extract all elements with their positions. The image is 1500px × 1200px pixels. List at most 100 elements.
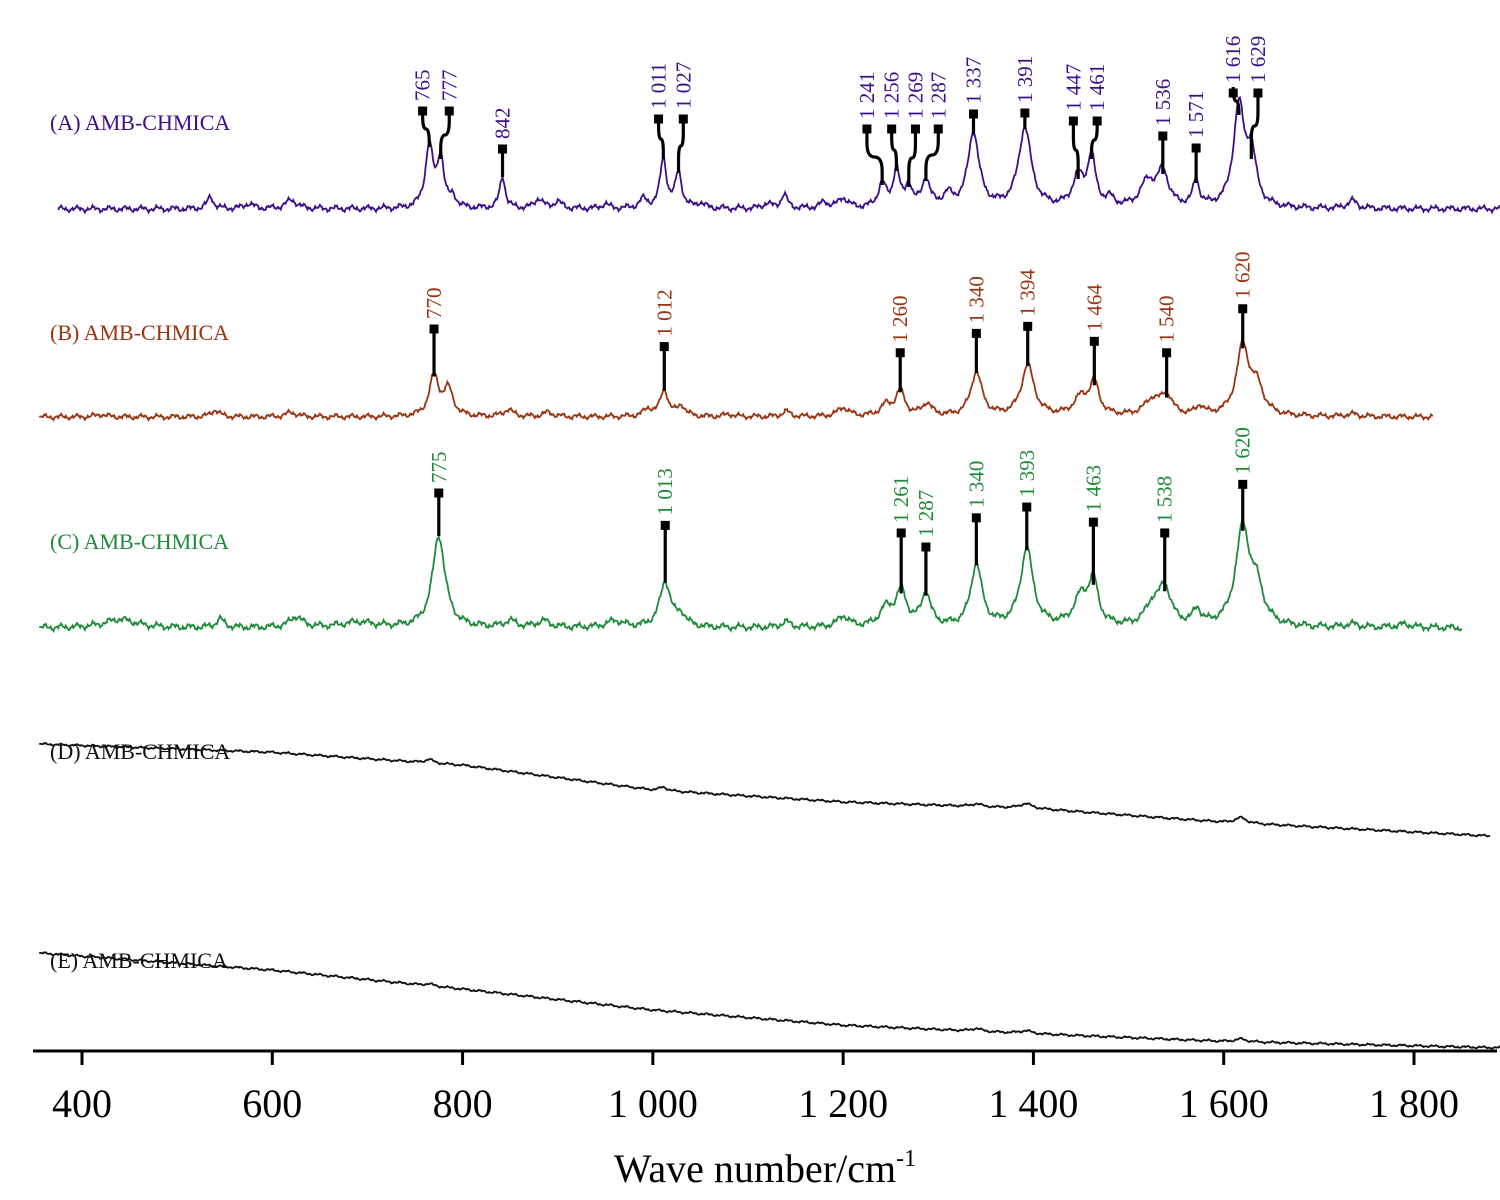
- peak-leader-line: [907, 129, 918, 187]
- peak-annotation: 1 256: [880, 72, 904, 171]
- peak-label: 1 011: [647, 63, 671, 109]
- peak-label: 1 027: [671, 62, 695, 109]
- spectrum-line-b: [39, 339, 1434, 423]
- spectrum-d: (D) AMB-CHMICA: [39, 739, 1491, 838]
- peak-marker: [429, 324, 439, 334]
- peak-label: 1 013: [653, 468, 677, 515]
- x-axis-ticks: 400 600 800 1 000 1 200 1 400 1 600 1 800: [52, 1051, 1459, 1126]
- spectrum-line-c: [39, 519, 1463, 634]
- peak-marker: [1158, 131, 1168, 141]
- peak-label: 1 620: [1231, 427, 1255, 474]
- x-tick-label: 600: [242, 1081, 302, 1126]
- peak-label: 1 629: [1246, 36, 1270, 83]
- peak-marker: [1238, 304, 1248, 314]
- peak-label: 1 287: [914, 490, 938, 537]
- peak-marker: [1238, 479, 1248, 489]
- peak-marker: [418, 106, 428, 116]
- peak-marker: [933, 124, 943, 134]
- peak-marker: [971, 328, 981, 338]
- peak-annotation: 1 011: [647, 63, 671, 159]
- peak-label: 1 538: [1153, 476, 1177, 523]
- peak-marker: [1162, 348, 1172, 358]
- peak-marker: [968, 109, 978, 119]
- peak-label: 765: [411, 70, 435, 102]
- x-tick-label: 1 200: [798, 1081, 888, 1126]
- peak-marker: [660, 520, 670, 530]
- peak-label: 1 394: [1016, 269, 1040, 317]
- x-tick-label: 1 000: [608, 1081, 698, 1126]
- peak-marker: [887, 124, 897, 134]
- peak-label: 1 447: [1061, 64, 1085, 111]
- peak-label: 1 463: [1081, 465, 1105, 512]
- peak-label: 1 269: [903, 72, 927, 119]
- spectrum-line-e: [39, 951, 1500, 1051]
- peak-marker: [1160, 528, 1170, 538]
- spectrum-name-b: (B) AMB-CHMICA: [50, 320, 229, 345]
- x-tick-label: 1 600: [1179, 1081, 1269, 1126]
- peak-label: 777: [437, 70, 461, 102]
- peak-label: 1 337: [961, 57, 985, 104]
- peak-label: 1 620: [1231, 252, 1255, 299]
- peak-marker: [1092, 116, 1102, 126]
- peak-marker: [678, 114, 688, 124]
- peak-leader-line: [439, 111, 451, 159]
- peak-annotation: 1 463: [1081, 465, 1105, 585]
- peak-annotation: 1 571: [1184, 91, 1208, 183]
- peak-marker: [1022, 502, 1032, 512]
- spectrum-name-d: (D) AMB-CHMICA: [50, 739, 230, 764]
- peak-marker: [1020, 108, 1030, 118]
- peak-annotation: 1 447: [1061, 64, 1085, 179]
- peak-label: 1 340: [964, 461, 988, 508]
- spectrum-c: (C) AMB-CHMICA 775 1 013 1 261 1 287 1 340 1 3…: [39, 427, 1463, 634]
- peak-annotation: 1 393: [1015, 450, 1039, 551]
- spectrum-e: (E) AMB-CHMICA: [39, 948, 1500, 1051]
- peak-annotation: 775: [427, 452, 451, 537]
- peak-marker: [896, 528, 906, 538]
- peak-marker: [1088, 517, 1098, 527]
- peak-marker: [1068, 116, 1078, 126]
- peak-label: 842: [491, 108, 515, 140]
- x-tick-label: 400: [52, 1081, 112, 1126]
- peak-annotation: 1 536: [1151, 79, 1175, 174]
- peak-annotation: 1 538: [1153, 476, 1177, 592]
- peak-annotation: 1 241: [855, 72, 884, 185]
- peak-annotation: 1 340: [964, 276, 988, 373]
- peak-label: 1 391: [1013, 56, 1037, 103]
- peak-label: 1 340: [964, 276, 988, 323]
- peak-leader-line: [890, 129, 899, 171]
- peak-annotation: 1 464: [1082, 284, 1106, 386]
- peak-annotation: 777: [437, 70, 461, 159]
- peak-label: 1 536: [1151, 79, 1175, 126]
- peak-label: 1 571: [1184, 91, 1208, 138]
- peak-marker: [1253, 88, 1263, 98]
- peak-annotation: 1 027: [671, 62, 695, 173]
- peak-marker: [1228, 88, 1238, 98]
- peak-annotation: 770: [422, 288, 446, 377]
- peak-label: 1 260: [888, 296, 912, 343]
- peak-marker: [434, 488, 444, 498]
- peak-annotation: 1 629: [1246, 36, 1270, 159]
- peak-annotation: 1 540: [1155, 296, 1179, 398]
- peak-leader-line: [865, 129, 884, 185]
- peak-label: 1 287: [926, 72, 950, 119]
- peak-leader-line: [924, 129, 940, 181]
- peak-marker: [862, 124, 872, 134]
- peak-annotation: 1 461: [1085, 64, 1109, 159]
- peak-leader-line: [1071, 121, 1080, 179]
- peak-annotation: 1 616: [1221, 36, 1245, 116]
- peak-leader-line: [676, 119, 685, 173]
- peak-marker: [654, 114, 664, 124]
- peak-label: 770: [422, 288, 446, 320]
- peak-leader-line: [656, 119, 665, 159]
- peak-label: 1 256: [880, 72, 904, 119]
- peak-label: 1 464: [1082, 284, 1106, 332]
- x-axis-title-superscript: -1: [896, 1146, 916, 1172]
- peak-label: 1 012: [652, 289, 676, 336]
- peak-annotation: 1 337: [961, 57, 985, 134]
- peak-label: 1 616: [1221, 36, 1245, 83]
- peak-annotation: 1 394: [1016, 269, 1040, 366]
